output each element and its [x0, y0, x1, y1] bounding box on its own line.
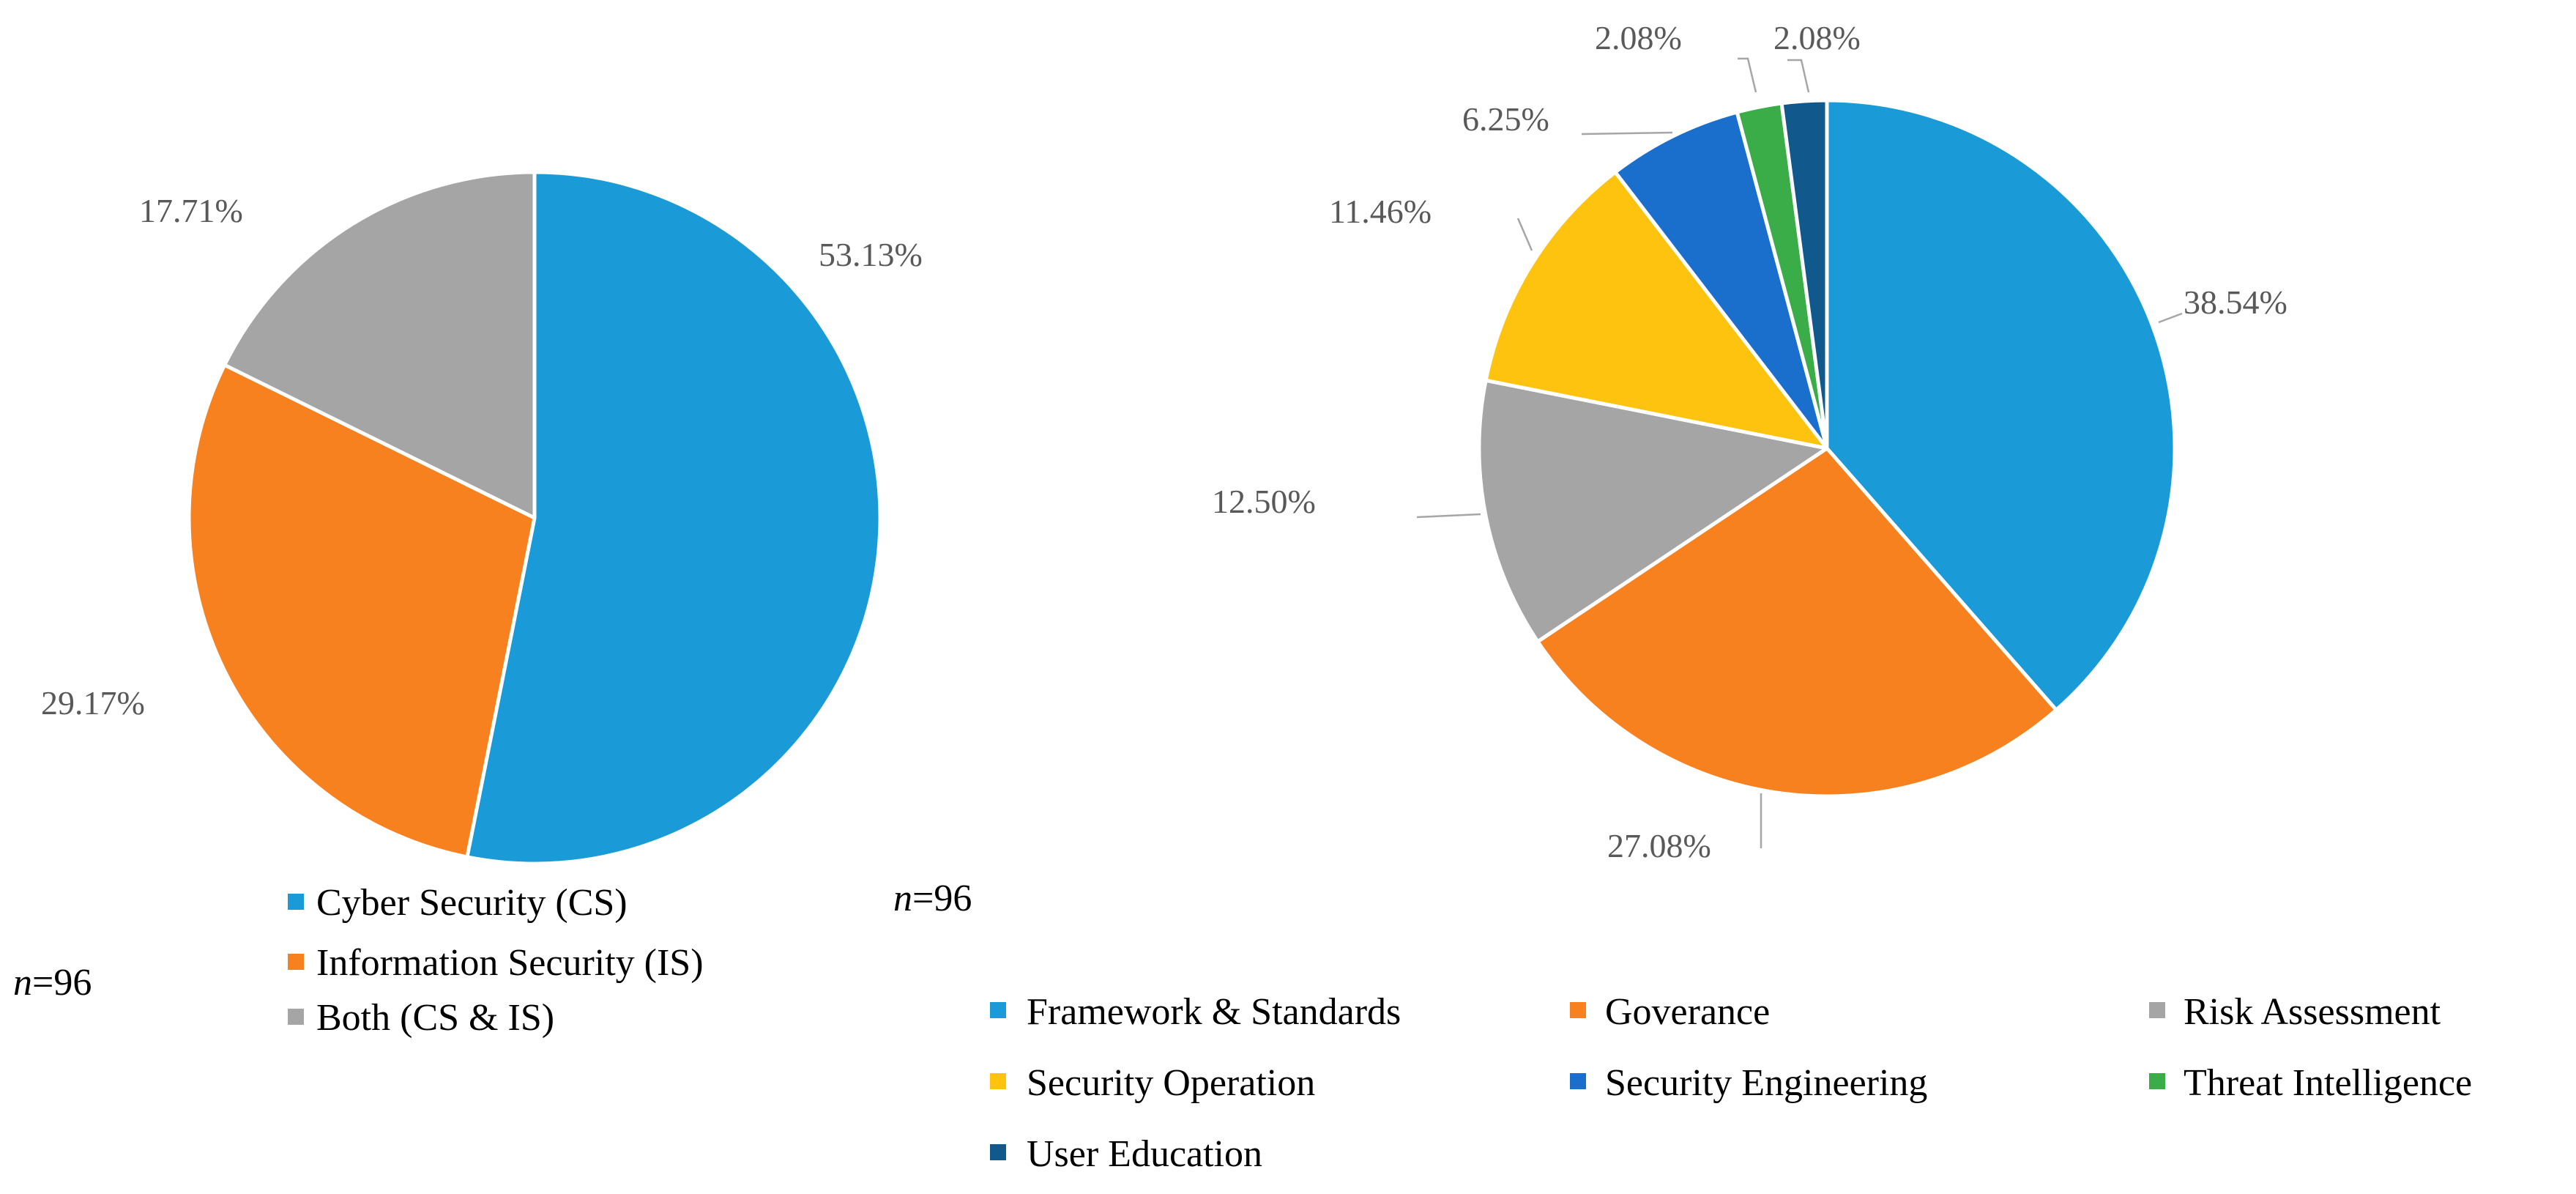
chart-2: 38.54% 27.08% 12.50% 11.46% 6.25% 2.08% … [893, 19, 2472, 1175]
chart-1: 53.13% 29.17% 17.71% Cyber Security (CS)… [13, 170, 923, 1039]
chart-1-slice-cyber-security [465, 170, 882, 866]
chart-1-label-cyber-security: 53.13% [819, 236, 923, 273]
chart-2-sample-size-value: =96 [912, 878, 972, 919]
chart-2-leader-framework-standards [2158, 312, 2183, 324]
chart-2-slice-security-operation [1484, 170, 1829, 450]
chart-2-legend-swatch-threat-intelligence [2149, 1073, 2165, 1089]
chart-1-sample-size-value: =96 [32, 962, 92, 1004]
chart-2-label-security-operation: 11.46% [1329, 193, 1432, 230]
chart-1-slice-both [223, 170, 537, 520]
chart-2-legend-label-goverance: Goverance [1605, 991, 1770, 1033]
chart-2-sample-size-n: n [893, 878, 912, 919]
chart-2-sample-size: n=96 [893, 878, 972, 919]
chart-2-slices [1477, 98, 2177, 798]
chart-2-legend-label-security-engineering: Security Engineering [1605, 1062, 1927, 1104]
chart-2-slice-risk-assessment [1477, 378, 1829, 644]
chart-2-legend-swatch-risk-assessment [2149, 1002, 2165, 1018]
chart-2-slice-framework-standards [1825, 98, 2177, 712]
chart-2-leader-user-education [1787, 59, 1810, 93]
chart-1-slices [187, 170, 882, 866]
chart-2-legend-label-threat-intelligence: Threat Intelligence [2184, 1062, 2472, 1104]
chart-2-label-security-engineering: 6.25% [1462, 100, 1549, 138]
chart-2-legend-swatch-user-education [990, 1144, 1006, 1160]
chart-2-legend-label-security-operation: Security Operation [1027, 1062, 1315, 1104]
chart-2-legend-label-framework-standards: Framework & Standards [1027, 991, 1401, 1033]
chart-2-legend-swatch-security-engineering [1570, 1073, 1586, 1089]
chart-2-slice-goverance [1535, 446, 2058, 798]
chart-2-leaders [1416, 57, 2183, 848]
chart-2-legend-label-user-education: User Education [1027, 1133, 1262, 1175]
chart-1-legend: Cyber Security (CS) Information Security… [288, 882, 704, 1039]
chart-2-legend-swatch-framework-standards [990, 1002, 1006, 1018]
chart-1-label-information-security: 29.17% [41, 684, 145, 722]
chart-1-legend-label-cyber-security: Cyber Security (CS) [316, 882, 628, 924]
chart-2-leader-security-operation [1516, 218, 1533, 251]
chart-2-label-threat-intelligence: 2.08% [1595, 19, 1682, 56]
chart-2-slice-user-education [1779, 98, 1829, 450]
chart-2-legend-swatch-goverance [1570, 1002, 1586, 1018]
chart-2-label-goverance: 27.08% [1607, 827, 1711, 864]
chart-2-leader-security-engineering [1581, 131, 1673, 136]
chart-2-legend: Framework & Standards Goverance Risk Ass… [990, 991, 2472, 1175]
chart-2-label-user-education: 2.08% [1773, 19, 1861, 56]
chart-1-legend-label-information-security: Information Security (IS) [316, 942, 704, 984]
chart-2-leader-threat-intelligence [1738, 57, 1757, 93]
chart-1-legend-swatch-information-security [288, 954, 304, 970]
chart-1-legend-swatch-both [288, 1009, 304, 1025]
chart-2-label-framework-standards: 38.54% [2184, 283, 2287, 321]
chart-1-legend-swatch-cyber-security [288, 894, 304, 910]
chart-1-sample-size-n: n [13, 962, 32, 1004]
chart-1-legend-label-both: Both (CS & IS) [316, 997, 554, 1039]
chart-1-sample-size: n=96 [13, 962, 92, 1004]
chart-1-slice-information-security [187, 363, 537, 859]
chart-2-legend-label-risk-assessment: Risk Assessment [2184, 991, 2441, 1033]
chart-2-slice-security-engineering [1613, 110, 1829, 450]
chart-1-label-both: 17.71% [139, 192, 243, 229]
chart-2-leader-risk-assessment [1416, 513, 1481, 519]
chart-2-label-risk-assessment: 12.50% [1212, 483, 1316, 520]
chart-2-legend-swatch-security-operation [990, 1073, 1006, 1089]
